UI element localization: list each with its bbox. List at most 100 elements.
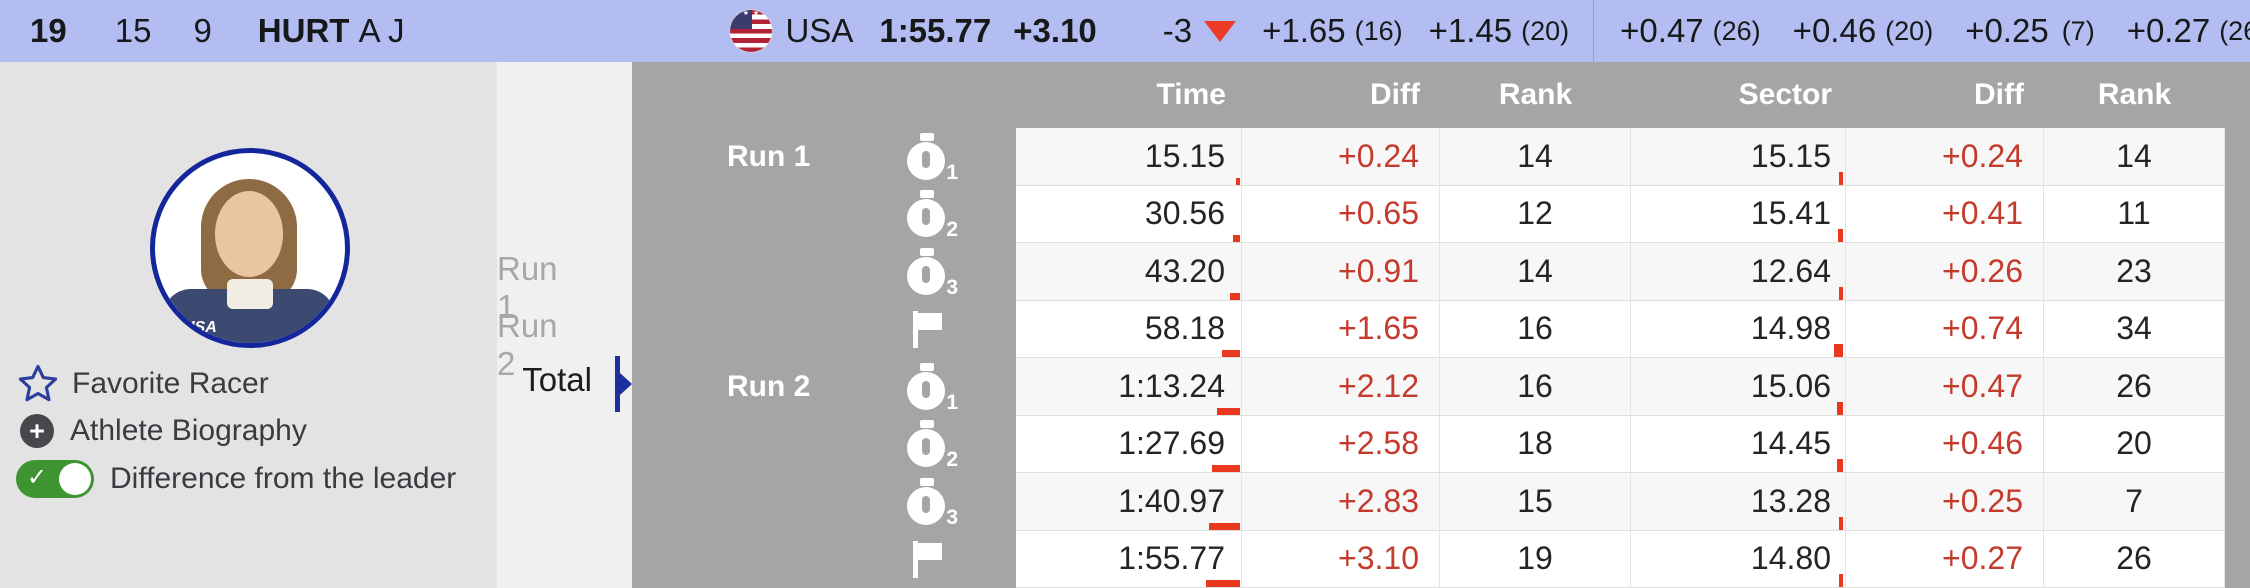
star-icon[interactable]: [16, 362, 60, 406]
table-row: 2 1:27.69 +2.58 18 14.45 +0.46 20: [632, 415, 2250, 473]
sector-rank: (26): [1712, 15, 1761, 46]
sector-diff-tick: [1839, 516, 1843, 530]
sector-diff-tick: [1834, 344, 1843, 357]
sector-cell: 15.41: [1631, 185, 1846, 243]
difference-toggle[interactable]: ✓: [16, 460, 94, 498]
table-row: Run 2 1 1:13.24 +2.12 16 15.06 +0.47 26: [632, 358, 2250, 416]
sector-rank-cell: 7: [2044, 473, 2225, 531]
sector-diff-cell: +0.25: [1846, 473, 2044, 531]
sector-diff: +0.25: [1965, 12, 2049, 49]
time-diff-bar: [1212, 465, 1240, 472]
diff-cell: +0.65: [1242, 185, 1440, 243]
difference-from-leader-setting: ✓ Difference from the leader: [16, 460, 456, 498]
table-header: Time Diff Rank Sector Diff Rank: [632, 62, 2250, 128]
sector-rank-cell: 23: [2044, 243, 2225, 301]
sector-diff-cell: +0.27: [1846, 530, 2044, 588]
sector-rank-cell: 34: [2044, 300, 2225, 358]
time-cell: 43.20: [1016, 243, 1242, 301]
sector-cell: 15.15: [1631, 128, 1846, 186]
rank-cell: 18: [1440, 415, 1631, 473]
rank-cell: 16: [1440, 358, 1631, 416]
diff-cell: +2.58: [1242, 415, 1440, 473]
rank-cell: 16: [1440, 300, 1631, 358]
sector-diff-cell: +0.26: [1846, 243, 2044, 301]
split-rank: (16): [1354, 15, 1403, 46]
sector-diff: +0.47: [1620, 12, 1704, 49]
table-row: Run 1 1 15.15 +0.24 14 15.15 +0.24 14: [632, 128, 2250, 186]
sector-diff-tick: [1839, 286, 1843, 300]
col-header-rank: Rank: [1498, 78, 1573, 111]
favorite-racer-action[interactable]: Favorite Racer: [16, 362, 269, 406]
tab-run-2[interactable]: Run 2: [497, 307, 558, 382]
diff-cell: +0.91: [1242, 243, 1440, 301]
rank-cell: 14: [1440, 243, 1631, 301]
sector-rank-cell: 20: [2044, 415, 2225, 473]
sector-diff-tick: [1839, 171, 1843, 185]
athlete-biography-action[interactable]: + Athlete Biography: [20, 414, 307, 448]
racer-position: 19: [30, 12, 67, 49]
table-row: 2 30.56 +0.65 12 15.41 +0.41 11: [632, 185, 2250, 243]
stopwatch-icon: 1: [887, 132, 967, 184]
athlete-biography-label: Athlete Biography: [70, 414, 307, 447]
time-cell: 15.15: [1016, 128, 1242, 186]
sector-cell: 12.64: [1631, 243, 1846, 301]
sector-rank-cell: 11: [2044, 185, 2225, 243]
tab-total[interactable]: Total: [522, 361, 592, 398]
col-header-diff: Diff: [1370, 78, 1420, 111]
total-time: 1:55.77: [879, 12, 992, 49]
time-cell: 58.18: [1016, 300, 1242, 358]
diff-cell: +3.10: [1242, 530, 1440, 588]
athlete-photo: USA: [150, 148, 350, 348]
table-row: 3 1:40.97 +2.83 15 13.28 +0.25 7: [632, 473, 2250, 531]
sector-diff-cell: +0.47: [1846, 358, 2044, 416]
time-diff-bar: [1236, 177, 1240, 185]
time-diff-bar: [1209, 522, 1240, 530]
selected-tab-marker: [615, 356, 632, 412]
time-cell: 1:55.77: [1016, 530, 1242, 588]
sector-rank: (26): [2219, 15, 2250, 46]
time-cell: 1:13.24: [1016, 358, 1242, 416]
position-down-icon: [1204, 20, 1237, 42]
col-header-sector: Sector: [1738, 78, 1832, 111]
racer-name: HURT A J: [257, 12, 405, 49]
diff-cell: +2.12: [1242, 358, 1440, 416]
country-code: USA: [785, 12, 854, 49]
racer-start-number: 9: [193, 12, 212, 49]
difference-toggle-label: Difference from the leader: [110, 462, 457, 495]
run-group-label: Run 2: [727, 369, 811, 403]
table-row: 58.18 +1.65 16 14.98 +0.74 34: [632, 300, 2250, 358]
sector-cell: 14.80: [1631, 530, 1846, 588]
sector-cell: 14.45: [1631, 415, 1846, 473]
run-selector-nav: Run 1 Run 2 Total: [497, 62, 632, 588]
table-row: 1:55.77 +3.10 19 14.80 +0.27 26: [632, 530, 2250, 588]
topbar-divider: [1593, 0, 1595, 62]
rank-cell: 15: [1440, 473, 1631, 531]
sector-diff-cell: +0.46: [1846, 415, 2044, 473]
sector-rank: (7): [2061, 15, 2095, 46]
table-body: Run 1 1 15.15 +0.24 14 15.15 +0.24 14 2: [632, 128, 2250, 588]
time-diff-bar: [1233, 235, 1240, 242]
toggle-knob[interactable]: [59, 463, 91, 495]
tab-run-1[interactable]: Run 1: [497, 250, 558, 325]
rank-cell: 14: [1440, 128, 1631, 186]
finish-flag-icon: [887, 538, 967, 580]
run-group-label: Run 1: [727, 139, 811, 173]
stopwatch-icon: 3: [887, 477, 967, 529]
time-cell: 1:40.97: [1016, 473, 1242, 531]
position-change: -3: [1162, 12, 1193, 49]
time-diff-bar: [1217, 407, 1240, 415]
diff-cell: +1.65: [1242, 300, 1440, 358]
sector-diff-tick: [1837, 401, 1843, 415]
time-cell: 30.56: [1016, 185, 1242, 243]
sector-cell: 13.28: [1631, 473, 1846, 531]
diff-cell: +2.83: [1242, 473, 1440, 531]
favorite-racer-label: Favorite Racer: [72, 367, 269, 400]
rank-cell: 19: [1440, 530, 1631, 588]
usa-flag-icon: ★ ★ ★: [729, 9, 774, 53]
check-icon: ✓: [27, 464, 48, 491]
sector-diff-tick: [1839, 574, 1843, 587]
split-diff: +1.65: [1262, 12, 1346, 49]
finish-flag-icon: [887, 308, 967, 350]
plus-icon[interactable]: +: [20, 414, 54, 448]
col-header-time: Time: [1156, 78, 1226, 111]
